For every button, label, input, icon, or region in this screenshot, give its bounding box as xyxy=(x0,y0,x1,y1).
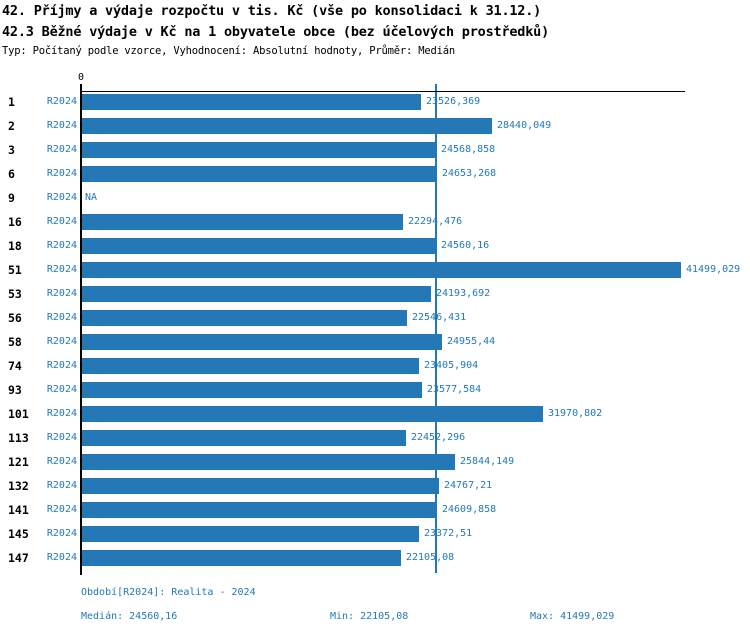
bar-value-label: 28440,049 xyxy=(497,120,552,131)
row-series-label: R2024 xyxy=(46,408,77,419)
row-series-label: R2024 xyxy=(46,312,77,323)
page-title-line2: 42.3 Běžné výdaje v Kč na 1 obyvatele ob… xyxy=(2,24,550,40)
page-title-line1: 42. Příjmy a výdaje rozpočtu v tis. Kč (… xyxy=(2,3,542,19)
bar xyxy=(81,334,442,350)
row-category-label: 93 xyxy=(8,383,22,397)
row-category-label: 147 xyxy=(8,551,29,565)
row-series-label: R2024 xyxy=(46,168,77,179)
bar-value-label: 25844,149 xyxy=(460,456,515,467)
bar xyxy=(81,214,403,230)
x-axis-zero-tick-label: 0 xyxy=(77,72,85,83)
bar xyxy=(81,478,439,494)
row-category-label: 1 xyxy=(8,95,15,109)
row-series-label: R2024 xyxy=(46,240,77,251)
bar-value-label: 24653,268 xyxy=(442,168,497,179)
bar-value-label: 23405,904 xyxy=(424,360,479,371)
bar xyxy=(81,526,419,542)
bar-value-label: 24193,692 xyxy=(436,288,491,299)
bar xyxy=(81,550,401,566)
bar xyxy=(81,310,407,326)
footer-max-label: Max: 41499,029 xyxy=(530,611,615,622)
row-series-label: R2024 xyxy=(46,480,77,491)
bar xyxy=(81,142,436,158)
row-category-label: 51 xyxy=(8,263,22,277)
bar-value-label: 24767,21 xyxy=(444,480,493,491)
row-category-label: 53 xyxy=(8,287,22,301)
row-category-label: 145 xyxy=(8,527,29,541)
bar-value-label: 23577,584 xyxy=(427,384,482,395)
row-series-label: R2024 xyxy=(46,360,77,371)
bar xyxy=(81,262,681,278)
bar-value-label: 24955,44 xyxy=(447,336,496,347)
row-series-label: R2024 xyxy=(46,192,77,203)
bar-value-label: 23372,51 xyxy=(424,528,473,539)
bar xyxy=(81,118,492,134)
bar-value-label: 31970,802 xyxy=(548,408,603,419)
row-series-label: R2024 xyxy=(46,552,77,563)
row-series-label: R2024 xyxy=(46,432,77,443)
y-axis-line xyxy=(80,84,82,575)
footer-period-label: Období[R2024]: Realita - 2024 xyxy=(81,587,256,598)
row-category-label: 3 xyxy=(8,143,15,157)
bar xyxy=(81,502,437,518)
bar xyxy=(81,430,406,446)
row-category-label: 132 xyxy=(8,479,29,493)
row-category-label: 9 xyxy=(8,191,15,205)
row-series-label: R2024 xyxy=(46,384,77,395)
bar-value-label: 24568,858 xyxy=(441,144,496,155)
median-reference-line xyxy=(435,84,437,573)
footer-min-label: Min: 22105,08 xyxy=(330,611,409,622)
row-category-label: 74 xyxy=(8,359,22,373)
bar xyxy=(81,238,436,254)
row-series-label: R2024 xyxy=(46,504,77,515)
row-series-label: R2024 xyxy=(46,216,77,227)
missing-value-label: NA xyxy=(85,192,98,203)
bar xyxy=(81,406,543,422)
bar xyxy=(81,286,431,302)
bar xyxy=(81,382,422,398)
row-series-label: R2024 xyxy=(46,144,77,155)
row-series-label: R2024 xyxy=(46,336,77,347)
row-category-label: 56 xyxy=(8,311,22,325)
bar-value-label: 23526,369 xyxy=(426,96,481,107)
plot-top-border xyxy=(81,91,685,92)
row-category-label: 2 xyxy=(8,119,15,133)
bar-value-label: 24609,858 xyxy=(442,504,497,515)
row-series-label: R2024 xyxy=(46,264,77,275)
row-category-label: 18 xyxy=(8,239,22,253)
bar xyxy=(81,94,421,110)
bar-value-label: 41499,029 xyxy=(686,264,741,275)
bar xyxy=(81,166,437,182)
row-category-label: 141 xyxy=(8,503,29,517)
bar-value-label: 22105,08 xyxy=(406,552,455,563)
row-series-label: R2024 xyxy=(46,456,77,467)
row-series-label: R2024 xyxy=(46,528,77,539)
row-series-label: R2024 xyxy=(46,96,77,107)
bar-value-label: 24560,16 xyxy=(441,240,490,251)
chart-subtitle: Typ: Počítaný podle vzorce, Vyhodnocení:… xyxy=(2,45,455,57)
footer-median-label: Medián: 24560,16 xyxy=(81,611,178,622)
row-series-label: R2024 xyxy=(46,120,77,131)
bar-value-label: 22452,296 xyxy=(411,432,466,443)
row-category-label: 101 xyxy=(8,407,29,421)
row-category-label: 6 xyxy=(8,167,15,181)
bar-value-label: 22546,431 xyxy=(412,312,467,323)
row-category-label: 58 xyxy=(8,335,22,349)
row-category-label: 121 xyxy=(8,455,29,469)
row-category-label: 16 xyxy=(8,215,22,229)
bar xyxy=(81,358,419,374)
row-category-label: 113 xyxy=(8,431,29,445)
bar xyxy=(81,454,455,470)
row-series-label: R2024 xyxy=(46,288,77,299)
bar-value-label: 22294,476 xyxy=(408,216,463,227)
